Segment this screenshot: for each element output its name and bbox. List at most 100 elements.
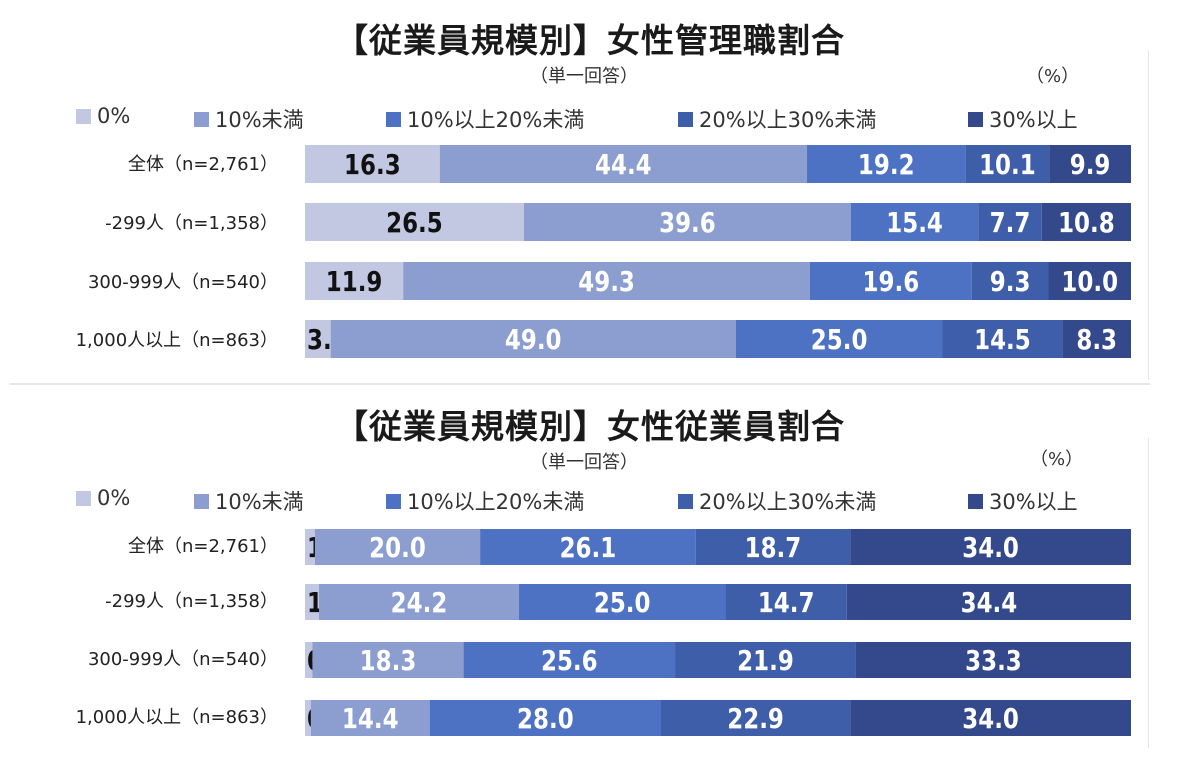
bar-segment (965, 145, 1050, 183)
data-label: 10.1 (979, 149, 1036, 182)
bar-segment (305, 700, 311, 736)
data-label: 9.3 (990, 266, 1031, 299)
bar-segment (725, 584, 847, 620)
bar-segment (305, 203, 524, 241)
bar-segment (429, 700, 662, 736)
bar-segment (305, 262, 404, 300)
legend-swatch (76, 490, 91, 506)
legend-item: 20%以上30%未満 (678, 486, 876, 516)
frame-line (1148, 438, 1149, 748)
legend-swatch (968, 111, 983, 127)
category-label: 全体（n=2,761） (127, 154, 278, 175)
bar-segment (312, 642, 464, 678)
bar-segment (305, 320, 331, 358)
legend-swatch (968, 493, 983, 509)
legend-item: 10%以上20%未満 (386, 104, 584, 134)
bar-segment (463, 642, 676, 678)
bar-segment (305, 584, 320, 620)
legend-swatch (76, 108, 91, 124)
bar-segment (1041, 203, 1131, 241)
legend: 0% 10%未満 10%以上20%未満 20%以上30%未満 30%以上 (70, 104, 1130, 134)
bar-segment (942, 320, 1063, 358)
bar-segment (305, 529, 315, 565)
legend-label: 30%以上 (989, 490, 1078, 514)
chart-note: （単一回答） (530, 66, 638, 87)
legend-label: 10%以上20%未満 (407, 490, 585, 514)
stacked-bars-employee: 1.220.026.118.734.01.724.225.014.734.40.… (305, 529, 1131, 736)
category-label: 全体（n=2,761） (127, 536, 278, 557)
data-label: 19.6 (863, 266, 920, 299)
legend-label: 10%未満 (215, 490, 304, 514)
legend-swatch (194, 111, 209, 127)
legend-item: 0% (76, 104, 130, 128)
data-label: 14.7 (758, 587, 815, 620)
bar-segment (1048, 262, 1131, 300)
bar-segment (439, 145, 807, 183)
bar-segment (806, 145, 966, 183)
data-label: 10.0 (1061, 266, 1118, 299)
category-label: 1,000人以上（n=863） (75, 330, 278, 351)
legend-swatch (386, 111, 401, 127)
data-label: 22.9 (727, 703, 784, 736)
chart-note: （単一回答） (530, 452, 638, 473)
legend-label: 20%以上30%未満 (699, 108, 877, 132)
bar-segment (305, 145, 440, 183)
data-label: 9.9 (1070, 149, 1111, 182)
legend-label: 10%以上20%未満 (407, 108, 585, 132)
bar-segment (403, 262, 811, 300)
bar-segment (695, 529, 851, 565)
data-label: 15.4 (886, 207, 943, 240)
category-label: 300-999人（n=540） (87, 272, 278, 293)
legend-item: 10%未満 (194, 104, 304, 134)
legend-swatch (678, 493, 693, 509)
data-label: 34.4 (961, 587, 1018, 620)
bar-segment (978, 203, 1042, 241)
legend-item: 30%以上 (968, 486, 1078, 516)
data-label: 7.7 (990, 207, 1031, 240)
legend-label: 20%以上30%未満 (699, 490, 877, 514)
panel-divider (10, 383, 1150, 385)
data-label: 20.0 (369, 532, 426, 565)
bar-segment (855, 642, 1131, 678)
data-label: 24.2 (391, 587, 448, 620)
data-label: 16.3 (344, 149, 401, 182)
category-label: -299人（n=1,358） (105, 591, 278, 612)
data-label: 18.3 (360, 645, 417, 678)
bar-segment (518, 584, 726, 620)
legend-item: 20%以上30%未満 (678, 104, 876, 134)
data-label: 11.9 (326, 266, 383, 299)
bar-segment (314, 529, 481, 565)
category-label: 300-999人（n=540） (87, 649, 278, 670)
data-label: 18.7 (745, 532, 802, 565)
legend-label: 10%未満 (215, 108, 304, 132)
legend-item: 0% (76, 486, 130, 510)
data-label: 34.0 (962, 703, 1019, 736)
bar-segment (480, 529, 696, 565)
category-label: -299人（n=1,358） (105, 213, 278, 234)
legend: 0% 10%未満 10%以上20%未満 20%以上30%未満 30%以上 (70, 486, 1130, 516)
data-label: 25.6 (541, 645, 598, 678)
bar-segment (675, 642, 856, 678)
data-label: 34.0 (962, 532, 1019, 565)
data-label: 49.3 (578, 266, 635, 299)
data-label: 25.0 (594, 587, 651, 620)
data-label: 26.1 (560, 532, 617, 565)
data-label: 39.6 (659, 207, 716, 240)
unit-label: （%） (1026, 66, 1080, 87)
bar-segment (846, 584, 1131, 620)
bar-segment (850, 700, 1131, 736)
data-label: 26.5 (386, 207, 443, 240)
legend-label: 0% (97, 486, 131, 510)
data-label: 8.3 (1076, 324, 1117, 357)
chart-title: 【従業員規模別】女性管理職割合 (335, 21, 845, 60)
bar-segment (735, 320, 943, 358)
bar-segment (1062, 320, 1131, 358)
data-label: 25.0 (811, 324, 868, 357)
bar-segment (850, 529, 1131, 565)
bar-segment (810, 262, 972, 300)
legend-item: 30%以上 (968, 104, 1078, 134)
category-label: 1,000人以上（n=863） (75, 707, 278, 728)
data-label: 49.0 (505, 324, 562, 357)
stacked-bars-manager: 16.3 44.4 19.2 10.1 9.9 26.5 39.6 15.4 7.7 10.8 11… (305, 145, 1131, 358)
bar-segment (330, 320, 736, 358)
